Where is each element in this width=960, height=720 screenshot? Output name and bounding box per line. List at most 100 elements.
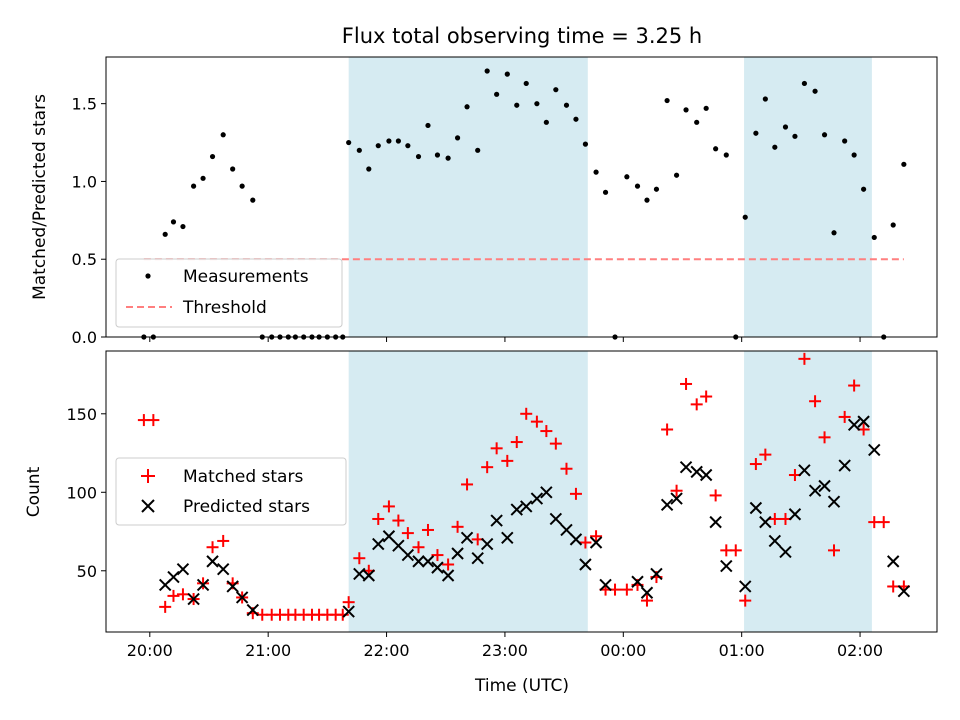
matched-star-point [147, 414, 160, 427]
legend-predicted-marker [141, 499, 155, 513]
measurement-point [445, 155, 451, 161]
matched-star-point [680, 377, 693, 390]
legend-matched-marker [141, 469, 155, 483]
predicted-star-point [216, 562, 230, 576]
predicted-star-point [808, 484, 822, 497]
predicted-star-point [579, 558, 592, 571]
x-tick-label: 22:00 [363, 641, 409, 660]
matched-star-point [690, 398, 703, 411]
predicted-star-point [421, 555, 435, 568]
predicted-star-point [176, 562, 190, 576]
matched-star-point [838, 410, 851, 423]
measurement-point [772, 144, 778, 150]
measurement-point [563, 102, 570, 108]
predicted-star-point [540, 486, 553, 499]
measurement-point [494, 91, 500, 97]
predicted-star-point [749, 501, 763, 515]
measurement-point [602, 189, 609, 195]
measurement-point [831, 230, 837, 236]
measurement-point [386, 138, 392, 144]
predicted-star-point [818, 479, 831, 493]
measurement-point [624, 174, 630, 180]
measurement-point [694, 119, 700, 125]
x-tick-label: 20:00 [127, 641, 173, 660]
y-tick-label: 0.5 [72, 250, 97, 269]
predicted-star-point [886, 555, 900, 568]
predicted-star-point [460, 531, 474, 545]
legend-predicted-label: Predicted stars [183, 497, 310, 517]
matched-star-point [739, 594, 752, 607]
predicted-star-point [690, 465, 703, 479]
matched-star-point [640, 594, 653, 607]
measurement-point [230, 166, 236, 172]
predicted-star-point [569, 533, 583, 546]
measurement-point [653, 186, 660, 192]
matched-star-point [382, 500, 395, 513]
matched-star-point [579, 536, 592, 549]
x-tick-label: 02:00 [837, 641, 883, 660]
chart-title: Flux total observing time = 3.25 h [342, 24, 702, 48]
y-tick-label: 100 [66, 483, 97, 502]
x-tick-label: 01:00 [719, 641, 765, 660]
measurement-point [762, 96, 768, 102]
measurement-point [366, 166, 372, 172]
measurement-point [475, 147, 481, 153]
matched-star-point [620, 583, 633, 596]
predicted-star-point [187, 592, 200, 606]
predicted-star-point [788, 508, 802, 521]
matched-star-point [501, 454, 514, 467]
top-legend-box [115, 258, 343, 328]
measurement-point [250, 197, 256, 203]
predicted-star-point [759, 515, 772, 529]
predicted-star-point [167, 570, 180, 584]
shaded-interval [348, 57, 588, 337]
matched-star-point [442, 558, 455, 571]
matched-star-point [768, 512, 781, 525]
matched-star-point [197, 577, 210, 590]
predicted-star-point [739, 580, 752, 593]
measurement-point [812, 88, 818, 94]
matched-star-point [401, 527, 414, 540]
measurement-point [239, 183, 245, 189]
measurement-point [673, 172, 680, 178]
measurement-point [634, 183, 641, 189]
matched-star-point [809, 395, 822, 408]
measurement-point [415, 153, 422, 160]
measurement-point [454, 135, 461, 141]
predicted-star-point [530, 492, 544, 505]
matched-star-point [700, 390, 713, 403]
measurement-point [405, 143, 411, 149]
measurement-point [523, 80, 529, 87]
matched-star-point [353, 552, 366, 565]
predicted-star-point [838, 459, 851, 472]
measurement-point [753, 130, 759, 136]
measurement-point [356, 147, 362, 153]
predicted-star-point [679, 460, 693, 474]
measurement-point [543, 119, 549, 125]
measurement-point [220, 132, 226, 138]
matched-star-point [818, 431, 831, 444]
measurement-point [703, 105, 709, 111]
y-tick-label: 1.0 [72, 172, 97, 191]
measurement-point [871, 234, 877, 241]
predicted-star-point [768, 534, 782, 548]
matched-star-point [549, 437, 562, 450]
legend-measurements-label: Measurements [183, 267, 309, 287]
matched-star-point [749, 458, 762, 471]
matched-star-point [520, 407, 533, 420]
predicted-star-point [650, 567, 663, 581]
predicted-star-point [868, 443, 881, 457]
predicted-star-point [709, 515, 722, 529]
measurement-point [890, 222, 896, 228]
matched-star-point [176, 588, 189, 601]
measurement-point [425, 122, 431, 129]
predicted-star-point [897, 584, 911, 598]
matched-star-point [206, 541, 219, 554]
measurement-point [504, 71, 510, 77]
predicted-star-point [501, 531, 514, 545]
matched-star-point [451, 520, 464, 533]
predicted-star-point [382, 530, 396, 543]
x-tick-label: 00:00 [600, 641, 646, 660]
top-y-axis-label: Matched/Predicted stars [30, 94, 50, 300]
matched-star-point [848, 379, 861, 392]
